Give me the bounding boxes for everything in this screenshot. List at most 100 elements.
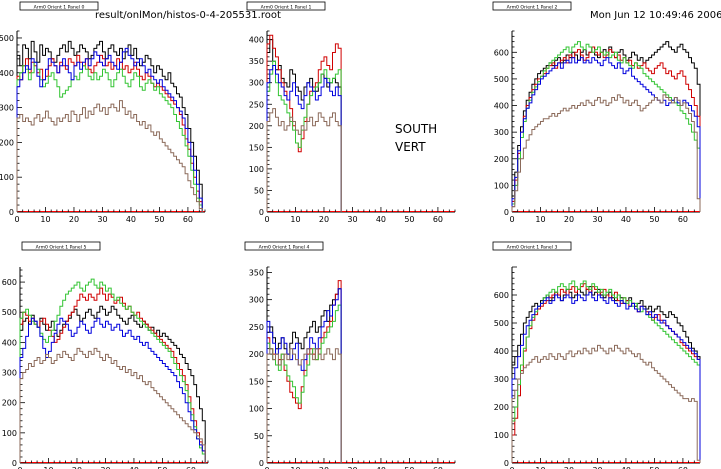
x-tick-label: 50: [649, 215, 659, 224]
y-tick-label: 300: [494, 128, 509, 137]
histogram-black: [16, 40, 203, 212]
y-tick-label: 100: [494, 431, 509, 440]
y-tick-label: 100: [0, 173, 14, 182]
x-tick-label: 50: [157, 466, 167, 469]
histogram-red: [511, 283, 701, 463]
histogram-blue: [19, 317, 206, 463]
y-tick-label: 400: [0, 69, 14, 78]
histogram-brown: [266, 108, 342, 212]
y-tick-label: 600: [494, 291, 509, 300]
y-tick-label: 200: [0, 138, 14, 147]
y-tick-label: 400: [249, 36, 264, 45]
x-tick-label: 40: [376, 466, 386, 469]
date-stamp: Mon Jun 12 10:49:46 2006: [590, 10, 721, 21]
histogram-red: [19, 287, 206, 463]
file-path: result/onlMon/histos-0-4-205531.root: [95, 10, 281, 21]
y-tick-label: 100: [249, 165, 264, 174]
x-tick-label: 30: [592, 466, 602, 469]
histogram-blue: [511, 57, 701, 212]
y-tick-label: 250: [249, 323, 264, 332]
x-tick-label: 60: [186, 466, 196, 469]
x-tick-label: 10: [40, 215, 50, 224]
x-tick-label: 30: [592, 215, 602, 224]
y-tick-label: 100: [494, 181, 509, 190]
panel-title-box: [246, 1, 326, 11]
x-tick-label: 0: [264, 466, 269, 469]
x-tick-label: 10: [535, 466, 545, 469]
x-tick-label: 0: [264, 215, 269, 224]
y-tick-label: 50: [254, 432, 264, 441]
x-tick-label: 0: [14, 215, 19, 224]
histogram-green: [16, 61, 203, 212]
y-tick-label: 0: [504, 459, 509, 468]
overlay-line1: SOUTH: [395, 122, 438, 136]
x-tick-label: 20: [319, 215, 329, 224]
panel-title-box: [492, 1, 572, 11]
x-tick-label: 40: [621, 215, 631, 224]
y-tick-label: 500: [494, 75, 509, 84]
histogram-blue: [266, 288, 342, 463]
x-tick-label: 30: [97, 215, 107, 224]
histogram-black: [19, 305, 206, 463]
x-tick-label: 50: [404, 215, 414, 224]
y-tick-label: 300: [2, 369, 17, 378]
x-tick-label: 0: [509, 466, 514, 469]
panel-title-box: [492, 241, 572, 251]
histogram-black: [266, 288, 342, 463]
x-tick-label: 20: [564, 215, 574, 224]
y-tick-label: 300: [494, 375, 509, 384]
x-tick-label: 40: [129, 466, 139, 469]
histogram-brown: [511, 344, 701, 463]
x-tick-label: 60: [678, 215, 688, 224]
y-tick-label: 250: [249, 100, 264, 109]
x-tick-label: 10: [290, 215, 300, 224]
histogram-green: [511, 41, 701, 212]
histogram-green: [266, 60, 342, 212]
panel-title: Arm0 Orient 1 Panel 1: [261, 4, 312, 10]
y-tick-label: 0: [12, 459, 17, 468]
x-tick-label: 60: [433, 215, 443, 224]
x-tick-label: 60: [433, 466, 443, 469]
x-tick-label: 30: [347, 466, 357, 469]
histogram-brown: [266, 348, 342, 463]
x-tick-label: 20: [72, 466, 82, 469]
y-tick-label: 100: [249, 405, 264, 414]
y-tick-label: 400: [494, 347, 509, 356]
histogram-green: [19, 278, 206, 463]
y-tick-label: 400: [2, 338, 17, 347]
histogram-red: [16, 54, 203, 212]
x-tick-label: 60: [183, 215, 193, 224]
y-tick-label: 300: [0, 104, 14, 113]
x-tick-label: 10: [290, 466, 300, 469]
y-tick-label: 500: [494, 319, 509, 328]
panel-title: Arm0 Orient 1 Panel 3: [507, 244, 558, 250]
x-tick-label: 40: [126, 215, 136, 224]
panel-title-box: [244, 241, 324, 251]
y-tick-label: 500: [2, 308, 17, 317]
x-tick-label: 30: [347, 215, 357, 224]
panel-title-box: [21, 241, 101, 251]
histogram-black: [511, 41, 701, 212]
panel-title: Arm0 Orient 1 Panel 0: [34, 4, 85, 10]
overlay-line2: VERT: [395, 140, 426, 154]
x-tick-label: 30: [100, 466, 110, 469]
x-tick-label: 40: [621, 466, 631, 469]
y-tick-label: 50: [254, 186, 264, 195]
y-tick-label: 0: [259, 208, 264, 217]
x-tick-label: 10: [535, 215, 545, 224]
y-tick-label: 200: [494, 403, 509, 412]
y-tick-label: 0: [259, 459, 264, 468]
panel-title: Arm0 Orient 1 Panel 5: [36, 244, 87, 250]
histogram-brown: [16, 100, 203, 212]
y-tick-label: 150: [249, 143, 264, 152]
x-tick-label: 20: [69, 215, 79, 224]
histogram-green: [266, 304, 342, 463]
y-tick-label: 200: [249, 122, 264, 131]
x-tick-label: 10: [43, 466, 53, 469]
y-tick-label: 500: [0, 34, 14, 43]
x-tick-label: 20: [564, 466, 574, 469]
histogram-brown: [511, 94, 701, 212]
x-tick-label: 50: [404, 466, 414, 469]
y-tick-label: 200: [494, 155, 509, 164]
